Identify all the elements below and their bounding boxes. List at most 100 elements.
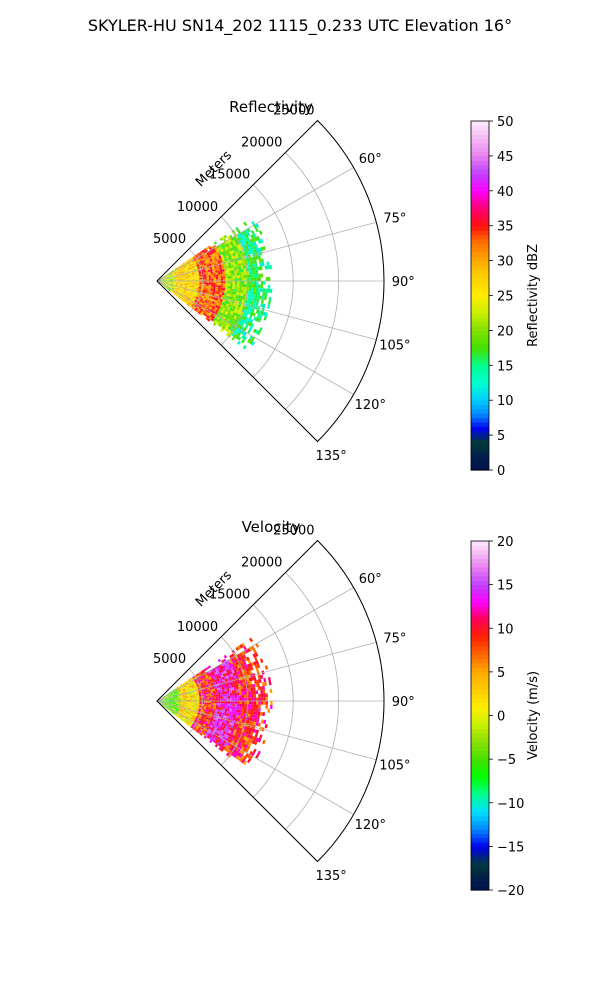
reflectivity-colorbar-segment xyxy=(471,195,489,200)
reflectivity-cell xyxy=(262,292,265,296)
velocity-colorbar-segment xyxy=(471,585,489,590)
reflectivity-cell xyxy=(199,284,201,286)
velocity-cell xyxy=(199,704,201,706)
reflectivity-cell xyxy=(244,275,247,278)
reflectivity-cell xyxy=(211,283,213,285)
velocity-colorbar-segment xyxy=(471,711,489,716)
reflectivity-colorbar-segment xyxy=(471,453,489,458)
reflectivity-cell xyxy=(218,283,220,285)
velocity-cell xyxy=(260,659,264,664)
reflectivity-cell xyxy=(234,286,237,289)
reflectivity-cell xyxy=(261,281,263,285)
reflectivity-colorbar-segment xyxy=(471,221,489,226)
reflectivity-colorbar-segment xyxy=(471,335,489,340)
velocity-cell xyxy=(244,701,246,704)
reflectivity-radial-tick-label: 20000 xyxy=(241,136,282,151)
velocity-cell xyxy=(195,698,197,699)
reflectivity-cell xyxy=(235,284,238,287)
reflectivity-cell xyxy=(211,273,214,275)
reflectivity-colorbar-segment xyxy=(471,274,489,279)
velocity-cell xyxy=(244,698,246,701)
velocity-cell xyxy=(238,712,241,715)
reflectivity-cell xyxy=(206,276,209,278)
reflectivity-cell xyxy=(234,270,237,273)
reflectivity-cell xyxy=(199,278,201,280)
reflectivity-cell xyxy=(227,288,230,291)
velocity-cell xyxy=(192,702,194,703)
reflectivity-cell xyxy=(222,288,225,291)
velocity-cell xyxy=(192,703,194,704)
velocity-colorbar-segment xyxy=(471,694,489,699)
velocity-cell xyxy=(220,705,223,707)
velocity-cell xyxy=(243,710,246,713)
reflectivity-cell xyxy=(195,282,197,283)
velocity-cell xyxy=(204,698,206,700)
reflectivity-colorbar-segment xyxy=(471,352,489,357)
reflectivity-cell xyxy=(197,282,199,284)
velocity-cell xyxy=(190,702,192,703)
velocity-colorbar-segment xyxy=(471,742,489,747)
reflectivity-cell xyxy=(236,289,239,292)
velocity-colorbar-segment xyxy=(471,868,489,873)
velocity-cell xyxy=(197,698,199,700)
reflectivity-colorbar-segment xyxy=(471,138,489,143)
velocity-colorbar-label: Velocity (m/s) xyxy=(526,671,541,760)
velocity-cell xyxy=(213,709,216,711)
velocity-colorbar-segment xyxy=(471,829,489,834)
velocity-colorbar-segment xyxy=(471,576,489,581)
reflectivity-cell xyxy=(251,281,253,284)
velocity-cell xyxy=(218,692,221,694)
reflectivity-cell xyxy=(236,292,239,295)
reflectivity-cell xyxy=(260,288,263,292)
velocity-cell xyxy=(231,714,234,717)
reflectivity-cell xyxy=(225,286,228,289)
reflectivity-cell xyxy=(181,279,183,280)
reflectivity-cell xyxy=(213,275,216,277)
reflectivity-cell xyxy=(211,277,213,279)
reflectivity-cell xyxy=(241,293,244,296)
velocity-cell xyxy=(206,704,209,706)
reflectivity-azimuth-tick-label: 75° xyxy=(383,211,406,226)
reflectivity-colorbar-segment xyxy=(471,461,489,466)
velocity-cell xyxy=(242,695,245,698)
velocity-colorbar-segment xyxy=(471,724,489,729)
velocity-colorbar-segment xyxy=(471,637,489,642)
reflectivity-colorbar-segment xyxy=(471,317,489,322)
velocity-cell xyxy=(197,704,199,706)
velocity-cell xyxy=(199,702,201,704)
reflectivity-cell xyxy=(267,305,270,309)
velocity-cell xyxy=(222,689,225,692)
velocity-cell xyxy=(213,707,216,709)
velocity-cell xyxy=(218,703,220,705)
reflectivity-cell xyxy=(258,288,261,292)
reflectivity-colorbar-segment xyxy=(471,313,489,318)
velocity-colorbar-segment xyxy=(471,750,489,755)
reflectivity-cell xyxy=(223,283,225,285)
velocity-cell xyxy=(260,686,263,690)
reflectivity-cell xyxy=(223,274,226,277)
velocity-cell xyxy=(263,693,266,697)
velocity-colorbar-segment xyxy=(471,877,489,882)
reflectivity-cell xyxy=(242,272,245,275)
velocity-cell xyxy=(265,705,268,709)
velocity-colorbar-segment xyxy=(471,611,489,616)
reflectivity-cell xyxy=(231,267,234,270)
reflectivity-colorbar-tick-label: 35 xyxy=(497,220,514,235)
velocity-colorbar-tick-label: −5 xyxy=(497,753,516,768)
reflectivity-colorbar-tick-label: 30 xyxy=(497,255,514,270)
velocity-cell xyxy=(224,686,227,689)
reflectivity-colorbar-segment xyxy=(471,226,489,231)
reflectivity-cell xyxy=(183,279,185,280)
reflectivity-cell xyxy=(234,289,237,292)
reflectivity-colorbar-segment xyxy=(471,400,489,405)
velocity-cell xyxy=(223,694,226,697)
reflectivity-cell xyxy=(192,283,194,284)
reflectivity-radial-tick-label: 25000 xyxy=(273,103,314,118)
velocity-cell xyxy=(232,706,235,709)
reflectivity-cell xyxy=(209,277,211,279)
velocity-cell xyxy=(213,695,216,697)
velocity-azimuth-tick-label: 135° xyxy=(315,869,346,884)
reflectivity-colorbar-segment xyxy=(471,182,489,187)
reflectivity-cell xyxy=(216,283,218,285)
